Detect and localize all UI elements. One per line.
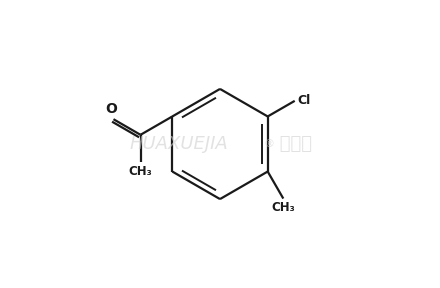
Text: ®: ® <box>264 139 275 149</box>
Text: 化学加: 化学加 <box>274 135 312 153</box>
Text: CH₃: CH₃ <box>271 201 295 214</box>
Text: CH₃: CH₃ <box>128 165 152 178</box>
Text: O: O <box>105 102 117 116</box>
Text: HUAXUEJIA: HUAXUEJIA <box>130 135 228 153</box>
Text: Cl: Cl <box>297 94 310 107</box>
